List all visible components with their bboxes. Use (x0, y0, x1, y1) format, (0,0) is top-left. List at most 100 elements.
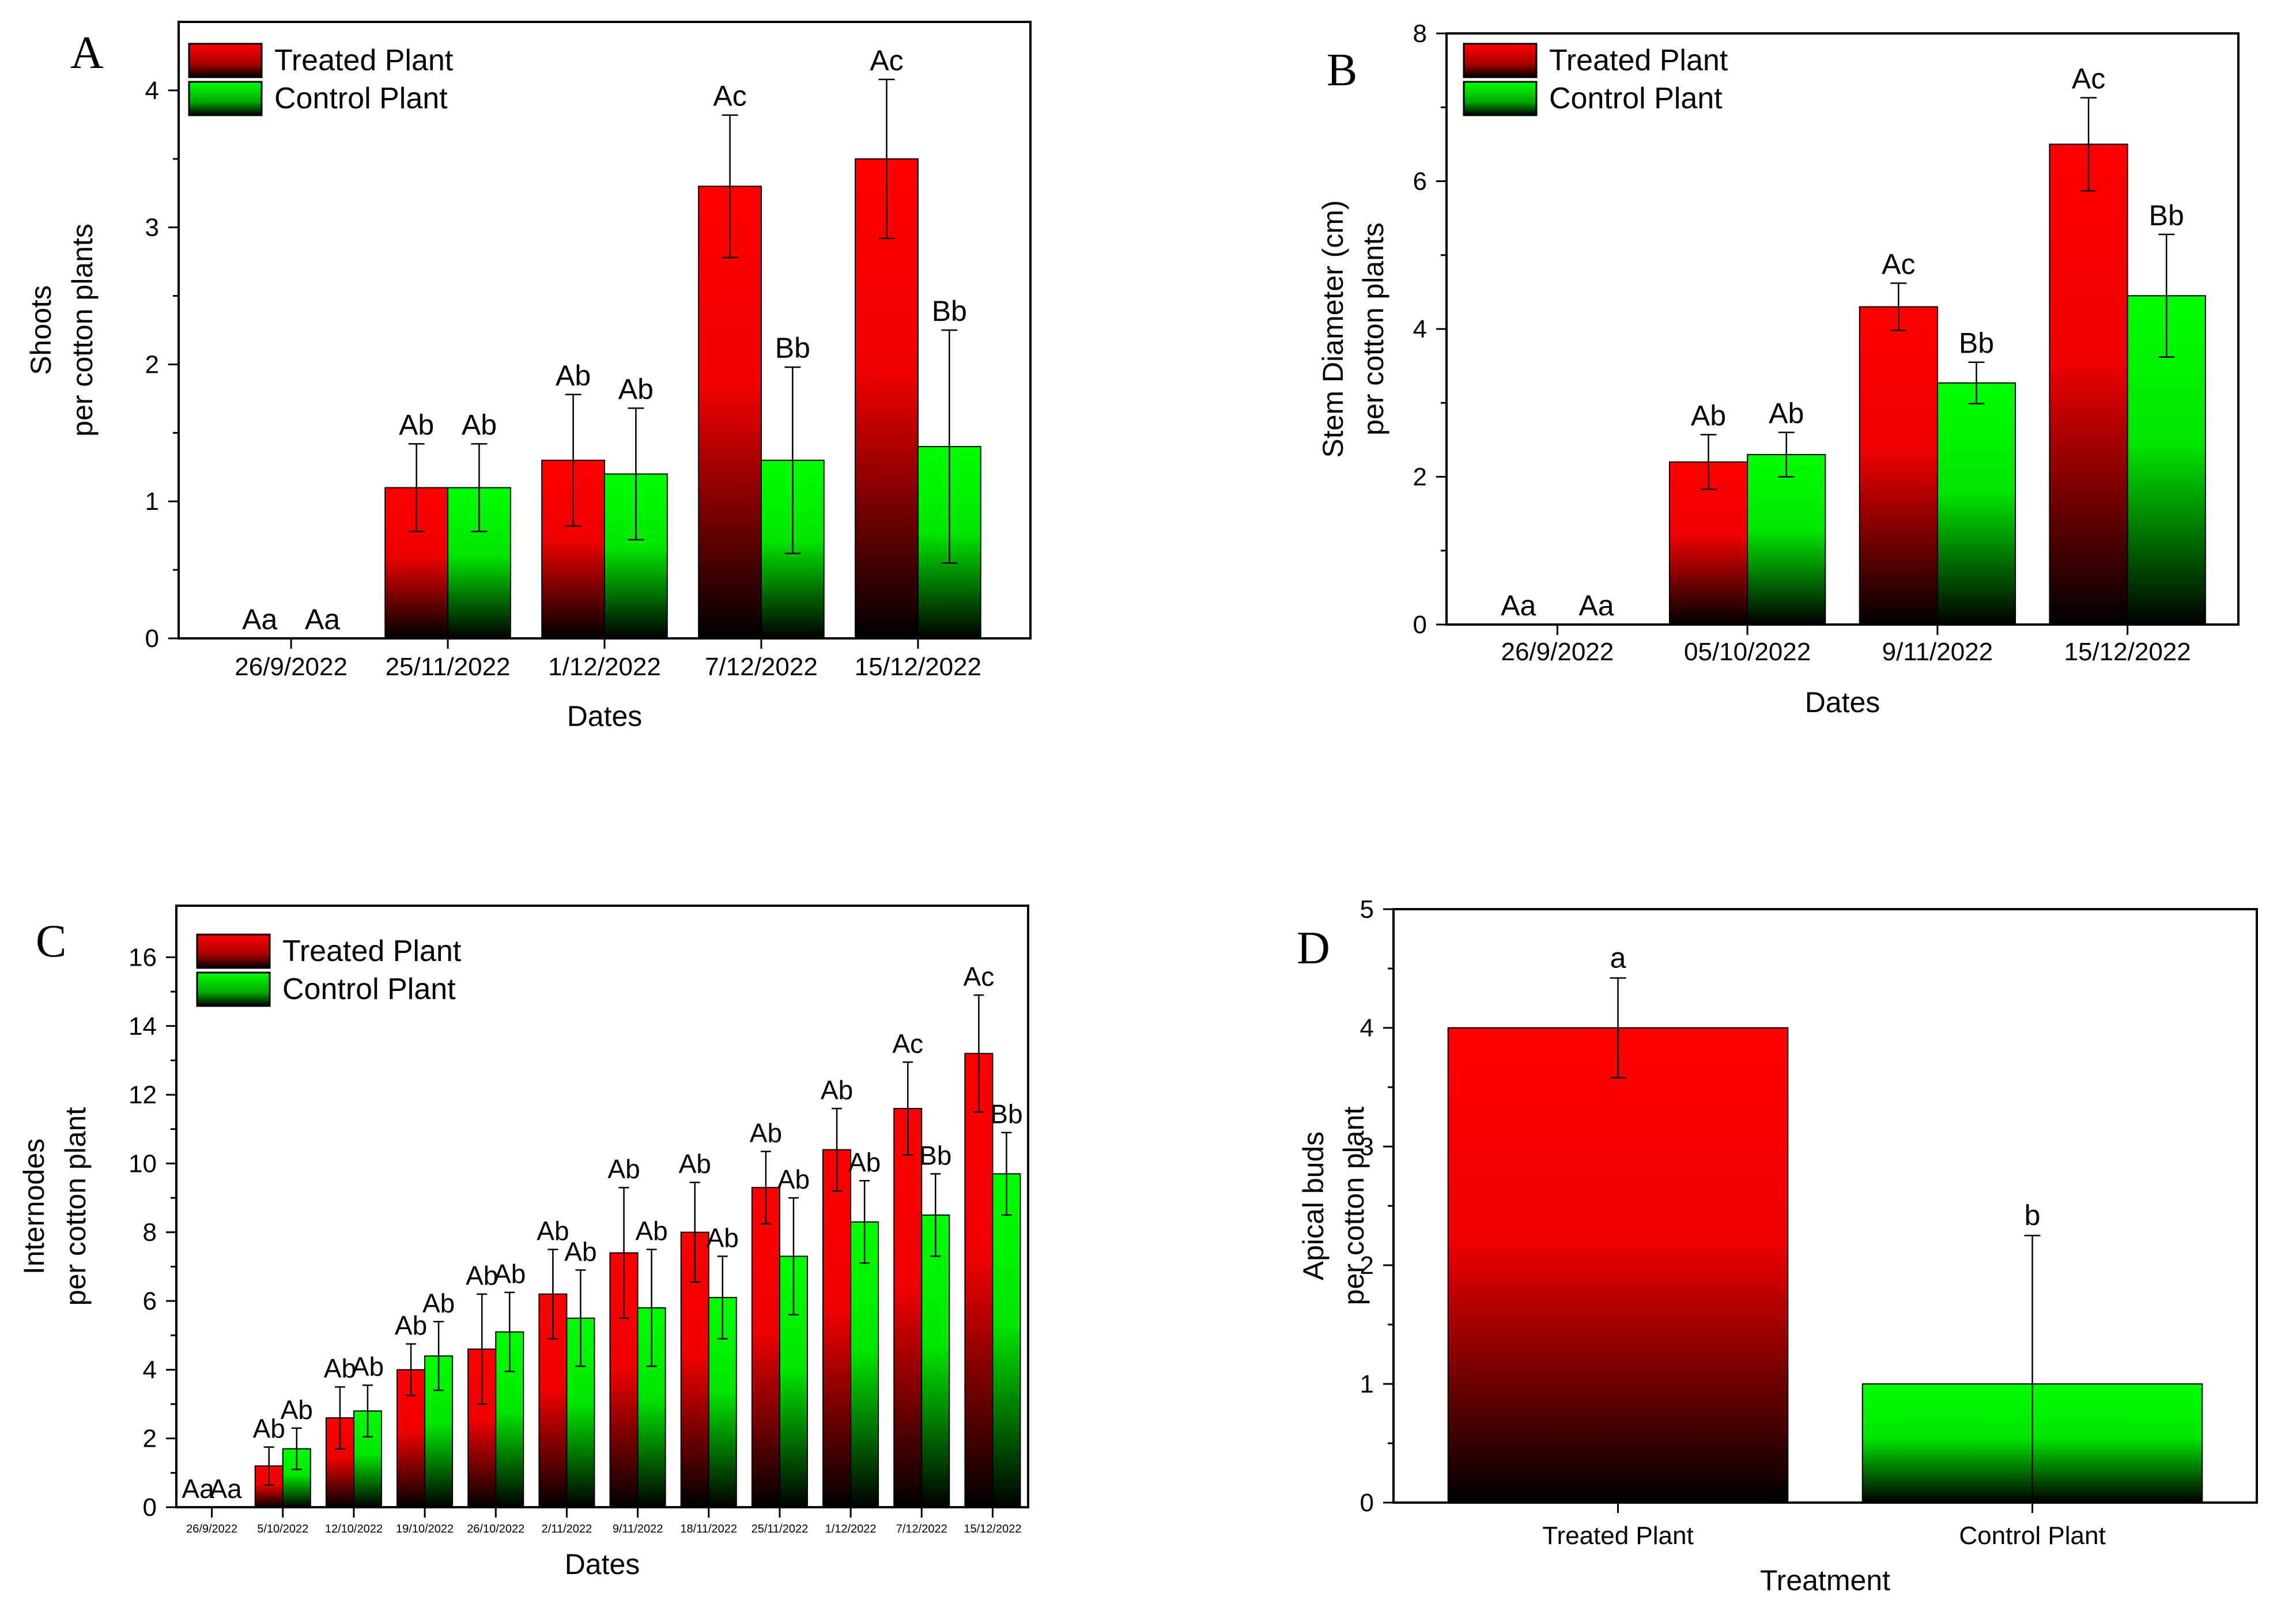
panel-c: C 0 2 4 6 8 10 12 14 16 26/9/2022 5/10/2022 12/10/2… (18, 905, 1029, 1580)
control-bar (921, 1214, 950, 1508)
treated-significance-label: Ac (2072, 63, 2105, 95)
control-significance-label: Ab (1769, 398, 1804, 430)
treated-bar (698, 186, 762, 640)
treated-significance-label: Aa (1501, 589, 1536, 622)
y-axis-title: per cotton plant (1338, 1107, 1370, 1306)
x-tick-label: 26/9/2022 (1501, 638, 1614, 666)
control-significance-label: Aa (305, 603, 340, 635)
treated-significance-label: Ab (1691, 399, 1726, 432)
treated-significance-label: Ab (679, 1149, 711, 1179)
y-tick-label: 8 (1413, 20, 1427, 48)
x-tick-label: 18/11/2022 (680, 1523, 737, 1535)
x-tick-label: 26/9/2022 (186, 1523, 237, 1535)
x-tick-label: 1/12/2022 (825, 1523, 877, 1535)
y-tick-label: 4 (143, 1356, 157, 1384)
y-tick-label: 2 (145, 350, 159, 379)
y-tick-label: 5 (1360, 895, 1374, 924)
plot-frame (175, 905, 1029, 1508)
legend-treated-swatch (1463, 43, 1538, 78)
x-tick-label: 15/12/2022 (964, 1523, 1021, 1535)
y-axis-title: Shoots (25, 285, 57, 375)
treated-significance-label: Ab (607, 1154, 640, 1184)
treated-significance-label: Ac (964, 962, 995, 992)
control-significance-label: Ab (281, 1395, 313, 1425)
x-axis-title: Dates (1805, 686, 1880, 718)
y-tick-label: 0 (145, 625, 159, 653)
control-significance-label: Ab (777, 1164, 810, 1194)
legend-treated-label: Treated Plant (282, 935, 462, 968)
treated-bar (964, 1053, 994, 1508)
panel-c-chart: 0 2 4 6 8 10 12 14 16 26/9/2022 5/10/2022 12/10/202… (18, 905, 1029, 1580)
treated-bar (1447, 1027, 1789, 1503)
control-bar (992, 1173, 1021, 1508)
treated-significance-label: Ab (399, 408, 434, 441)
treated-significance-label: Ac (892, 1028, 923, 1058)
y-tick-label: 6 (143, 1287, 157, 1315)
control-significance-label: Bb (775, 332, 810, 364)
treated-significance-label: Ab (395, 1311, 427, 1341)
control-significance-label: Aa (209, 1474, 242, 1504)
x-tick-label: 15/12/2022 (855, 653, 981, 681)
treated-bar (2049, 143, 2128, 625)
x-tick-label: 2/11/2022 (542, 1523, 592, 1535)
treated-significance-label: Ab (253, 1414, 285, 1444)
y-axis-title: Internodes (18, 1138, 50, 1274)
x-tick-label: Treated Plant (1542, 1522, 1694, 1550)
y-tick-label: 6 (1413, 168, 1427, 196)
treated-bar (893, 1107, 923, 1508)
panel-d: D 0 1 2 3 4 5 Treated Plant Control Plant Treatm… (1297, 895, 2258, 1597)
x-tick-label: 19/10/2022 (396, 1523, 454, 1535)
y-axis-title: Apical buds (1297, 1132, 1330, 1281)
control-bar (1747, 454, 1826, 626)
control-significance-label: Ab (848, 1147, 881, 1177)
x-tick-label: 5/10/2022 (257, 1523, 308, 1535)
panel-b-chart: 0 2 4 6 8 26/9/2022 05/10/2022 9/11/2022 15/12/2… (1317, 20, 2240, 718)
control-significance-label: Ab (618, 373, 654, 406)
y-tick-label: 2 (1413, 463, 1427, 491)
x-tick-label: 9/11/2022 (1882, 638, 1993, 666)
control-bar (1936, 382, 2016, 625)
y-axis-title: Stem Diameter (cm) (1317, 200, 1349, 457)
treated-significance-label: Ab (324, 1353, 356, 1383)
x-tick-label: Control Plant (1959, 1522, 2105, 1550)
treated-significance-label: Aa (242, 603, 277, 635)
x-tick-label: 9/11/2022 (613, 1523, 663, 1535)
control-significance-label: Ab (352, 1352, 384, 1382)
x-tick-label: 12/10/2022 (325, 1523, 383, 1535)
panel-d-letter: D (1297, 923, 1330, 974)
significance-label: b (2025, 1200, 2041, 1232)
x-tick-label: 15/12/2022 (2064, 638, 2191, 666)
y-tick-label: 14 (129, 1012, 157, 1041)
y-tick-label: 0 (1360, 1489, 1374, 1517)
legend-control-swatch (1463, 81, 1538, 116)
treated-significance-label: Ab (556, 360, 591, 392)
y-tick-label: 3 (145, 214, 159, 242)
legend-control-swatch (196, 971, 271, 1007)
treated-bar (1859, 306, 1938, 625)
y-tick-label: 4 (1413, 315, 1427, 343)
x-tick-label: 25/11/2022 (386, 653, 511, 681)
treated-significance-label: Ab (821, 1075, 853, 1105)
treated-bar (822, 1149, 852, 1508)
y-tick-label: 4 (1360, 1014, 1374, 1042)
legend-treated-label: Treated Plant (274, 44, 454, 77)
control-significance-label: Ab (635, 1216, 667, 1246)
treated-significance-label: Ab (466, 1261, 498, 1291)
panel-b: B 0 2 4 6 8 26/9/2022 05/10/2022 9/11/2022 15/12… (1317, 20, 2240, 718)
control-significance-label: Ab (422, 1288, 455, 1318)
y-axis-title: per cotton plants (1357, 222, 1389, 436)
y-tick-label: 1 (145, 487, 159, 516)
legend-control-label: Control Plant (1549, 82, 1723, 115)
y-tick-label: 1 (1360, 1370, 1374, 1398)
control-significance-label: Bb (1959, 327, 1994, 360)
x-axis-title: Dates (565, 1548, 640, 1580)
y-tick-label: 3 (1360, 1133, 1374, 1161)
x-tick-label: 26/9/2022 (235, 653, 348, 681)
legend-control-label: Control Plant (282, 973, 456, 1006)
x-axis-title: Dates (567, 700, 643, 732)
legend-control-swatch (188, 81, 263, 116)
x-axis-title: Treatment (1760, 1564, 1890, 1597)
y-tick-label: 10 (129, 1149, 157, 1178)
treated-significance-label: Ac (1882, 248, 1915, 280)
